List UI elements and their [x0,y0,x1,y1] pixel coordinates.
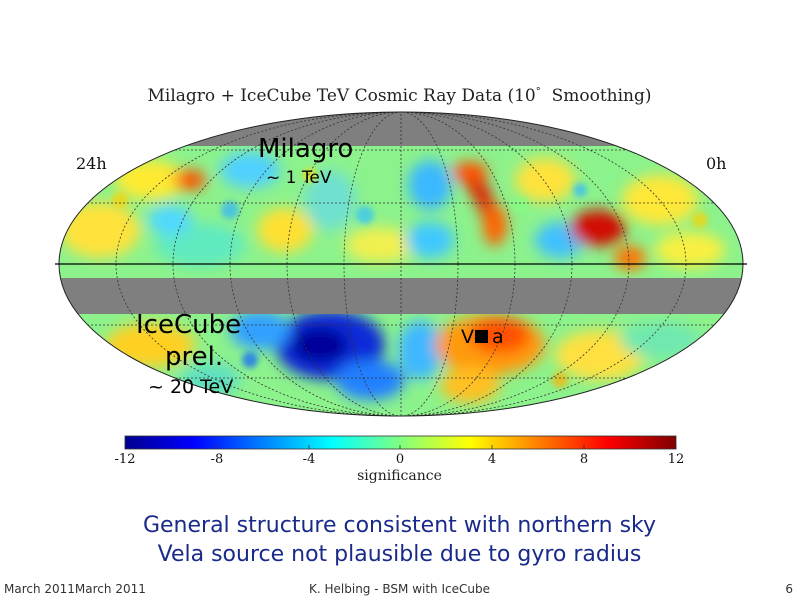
footer-date: March 2011March 2011 [4,582,146,596]
vela-marker [475,330,488,343]
milagro-energy-label: ~ 1 TeV [266,168,332,188]
caption-line-2: Vela source not plausible due to gyro ra… [157,542,642,567]
icecube-prel-label: prel. [165,342,224,372]
colorbar-tick: 4 [487,452,497,467]
colorbar-tick: 12 [667,452,685,467]
caption-line-1: General structure consistent with northe… [142,513,657,538]
colorbar-tick: -4 [302,452,316,467]
colorbar-label: significance [357,468,442,484]
ra-label-right: 0h [706,154,727,173]
footer-author: K. Helbing - BSM with IceCube [309,582,490,596]
icecube-energy-label: ~ 20 TeV [148,376,234,398]
footer-page-number: 6 [785,582,793,596]
colorbar-tick: -12 [114,452,136,467]
milagro-label: Milagro [258,134,354,164]
vela-label-end: a [492,326,504,348]
colorbar-tick: 8 [579,452,589,467]
icecube-label: IceCube [136,310,242,340]
colorbar-gradient [124,435,677,450]
colorbar-tick: 0 [395,452,405,467]
ra-label-left: 24h [76,154,107,173]
map-title: Milagro + IceCube TeV Cosmic Ray Data (1… [147,86,652,106]
colorbar-tick: -8 [210,452,224,467]
vela-label-start: V [461,326,474,348]
